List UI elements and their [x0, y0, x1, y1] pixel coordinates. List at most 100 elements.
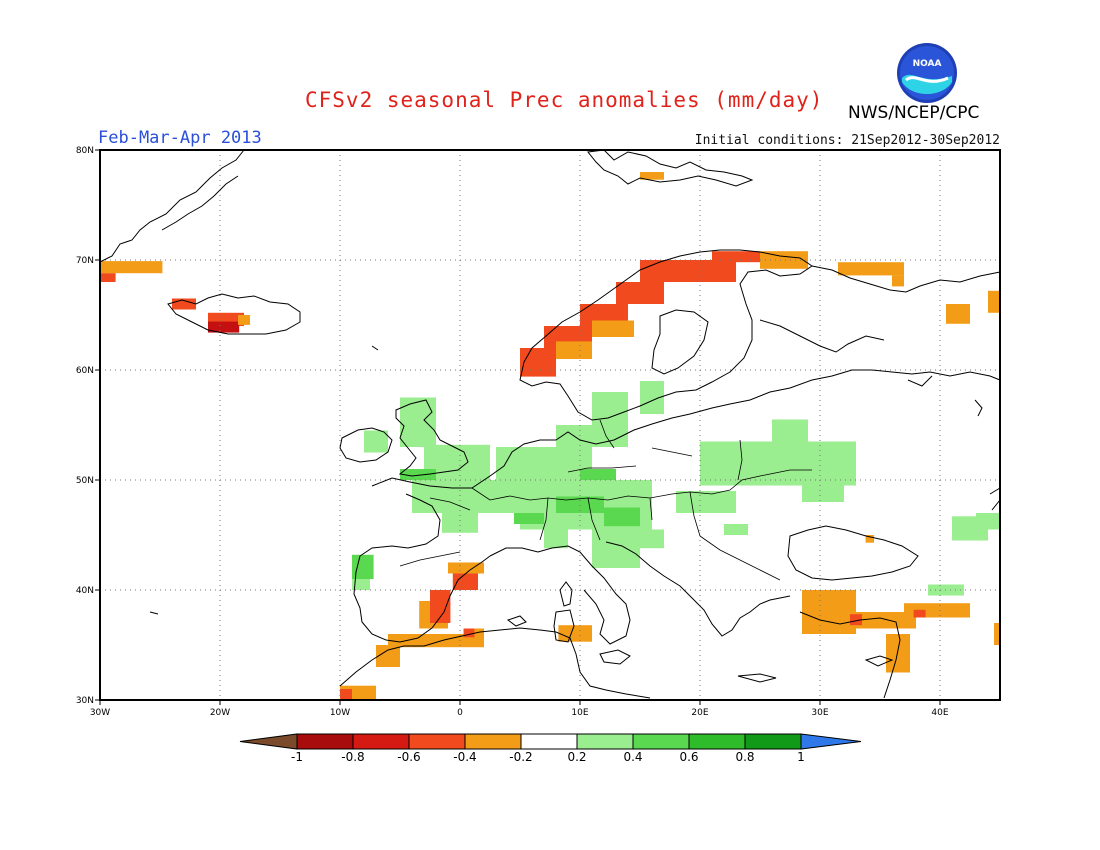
colorbar-label: 1 — [797, 750, 805, 764]
coast-crete — [737, 673, 777, 683]
anomaly-cell-orange — [238, 315, 250, 325]
lon-tick-label: 10E — [571, 708, 588, 718]
anomaly-cell-green — [514, 513, 544, 524]
anomaly-cell-orange — [592, 320, 634, 337]
anomaly-cell-red — [520, 348, 556, 377]
chart-title: CFSv2 seasonal Prec anomalies (mm/day) — [305, 88, 824, 112]
anomaly-cell-lightgreen — [496, 447, 592, 480]
colorbar-arrow-high — [800, 733, 862, 750]
coast-kola — [811, 265, 1001, 293]
colorbar-label: -0.2 — [509, 750, 532, 764]
lon-tick-label: 30W — [90, 708, 110, 718]
anomaly-cell-orange — [946, 304, 970, 324]
colorbar-label: 0.4 — [623, 750, 642, 764]
axis-ticks: 30N 40N 50N 60N 70N 80N 30W 20W 10W 0 10E 20E 30E 40E — [76, 146, 949, 718]
coast-white-sea — [759, 319, 885, 353]
colorbar-label: 0.8 — [735, 750, 754, 764]
anomaly-cell-orange — [994, 623, 1000, 645]
anomaly-cell-orange — [865, 535, 874, 543]
lon-tick-label: 40E — [931, 708, 948, 718]
coast-north-africa — [339, 627, 651, 699]
anomaly-cell-orange — [802, 590, 856, 634]
anomaly-cell-lightgreen — [412, 480, 520, 513]
colorbar-bin — [688, 733, 746, 750]
map-frame — [99, 149, 1001, 701]
anomaly-cell-lightgreen — [442, 513, 478, 533]
border-lines — [399, 419, 812, 581]
anomaly-cell-darkred — [208, 321, 240, 333]
coast-misc — [149, 345, 1001, 615]
logo-text: NOAA — [913, 59, 942, 69]
colorbar-bin — [352, 733, 410, 750]
colorbar-label: 0.2 — [567, 750, 586, 764]
anomaly-cell-lightgreen — [364, 430, 388, 453]
coast-black-sea — [787, 525, 919, 581]
anomaly-cell-lightgreen — [556, 425, 628, 447]
colorbar-bin — [744, 733, 802, 750]
anomaly-cell-red — [463, 628, 475, 638]
coast-sicily — [599, 649, 631, 665]
coast-cyprus — [864, 655, 894, 667]
lon-tick-label: 0 — [457, 708, 463, 718]
anomaly-cell-red — [850, 614, 862, 626]
colorbar-bin — [632, 733, 690, 750]
anomaly-cell-lightgreen — [592, 392, 628, 425]
anomaly-cell-red — [172, 298, 196, 310]
coast-greenland-inner — [161, 175, 239, 231]
anomaly-cell-lightgreen — [676, 491, 736, 513]
anomaly-cell-orange — [760, 251, 808, 269]
anomaly-cell-orange — [436, 634, 484, 648]
anomaly-cell-lightgreen — [928, 584, 964, 596]
anomaly-cell-orange — [838, 262, 904, 276]
anomaly-cell-green — [400, 469, 436, 480]
anomaly-cell-red — [544, 326, 592, 348]
anomaly-cell-orange — [886, 634, 910, 673]
anomaly-cell-red — [913, 609, 926, 618]
anomaly-cell-lightgreen — [544, 529, 568, 549]
colorbar-bin — [464, 733, 522, 750]
coast-adriatic — [605, 541, 791, 637]
anomaly-cell-lightgreen — [352, 562, 370, 590]
anomaly-cell-orange — [100, 261, 163, 274]
coastlines — [99, 149, 1001, 699]
colorbar-label: -0.4 — [453, 750, 476, 764]
lat-tick-label: 70N — [76, 256, 94, 266]
colorbar-label: -0.8 — [341, 750, 364, 764]
coast-sardinia — [553, 609, 575, 643]
anomaly-cell-orange — [419, 601, 448, 629]
anomaly-regions — [100, 172, 1000, 700]
anomaly-cell-orange — [988, 290, 1000, 313]
coast-bothnia — [651, 309, 709, 375]
anomaly-cell-green — [352, 554, 374, 579]
anomaly-cell-orange — [376, 645, 400, 667]
lat-tick-label: 30N — [76, 696, 94, 706]
anomaly-cell-lightgreen — [640, 381, 664, 414]
colorbar-bin — [408, 733, 466, 750]
colorbar-bin — [520, 733, 578, 750]
colorbar-label: -1 — [291, 750, 303, 764]
coast-greenland — [99, 149, 245, 263]
coast-west-europe — [353, 493, 491, 643]
lon-tick-label: 30E — [811, 708, 828, 718]
lon-tick-label: 20E — [691, 708, 708, 718]
anomaly-cell-orange — [856, 612, 916, 629]
anomaly-cell-green — [604, 507, 640, 527]
anomaly-cell-orange — [463, 628, 484, 640]
lat-tick-label: 80N — [76, 146, 94, 156]
anomaly-cell-orange — [448, 562, 484, 574]
forecast-period: Feb-Mar-Apr 2013 — [98, 128, 262, 148]
colorbar: -1 -0.8 -0.6 -0.4 -0.2 0.2 0.4 0.6 0.8 1 — [239, 733, 862, 764]
anomaly-cell-lightgreen — [772, 419, 808, 442]
colorbar-bin — [576, 733, 634, 750]
colorbar-label: 0.6 — [679, 750, 698, 764]
coast-caspian — [991, 499, 1001, 511]
anomaly-cell-lightgreen — [700, 441, 856, 486]
anomaly-cell-red — [340, 689, 352, 700]
initial-conditions: Initial conditions: 21Sep2012-30Sep2012 — [694, 133, 1000, 148]
anomaly-cell-lightgreen — [520, 480, 652, 530]
coast-med-north — [489, 545, 631, 645]
anomaly-cell-red — [430, 590, 451, 623]
lat-tick-label: 40N — [76, 586, 94, 596]
anomaly-cell-red — [616, 282, 664, 304]
agency-label: NWS/NCEP/CPC — [848, 103, 980, 123]
